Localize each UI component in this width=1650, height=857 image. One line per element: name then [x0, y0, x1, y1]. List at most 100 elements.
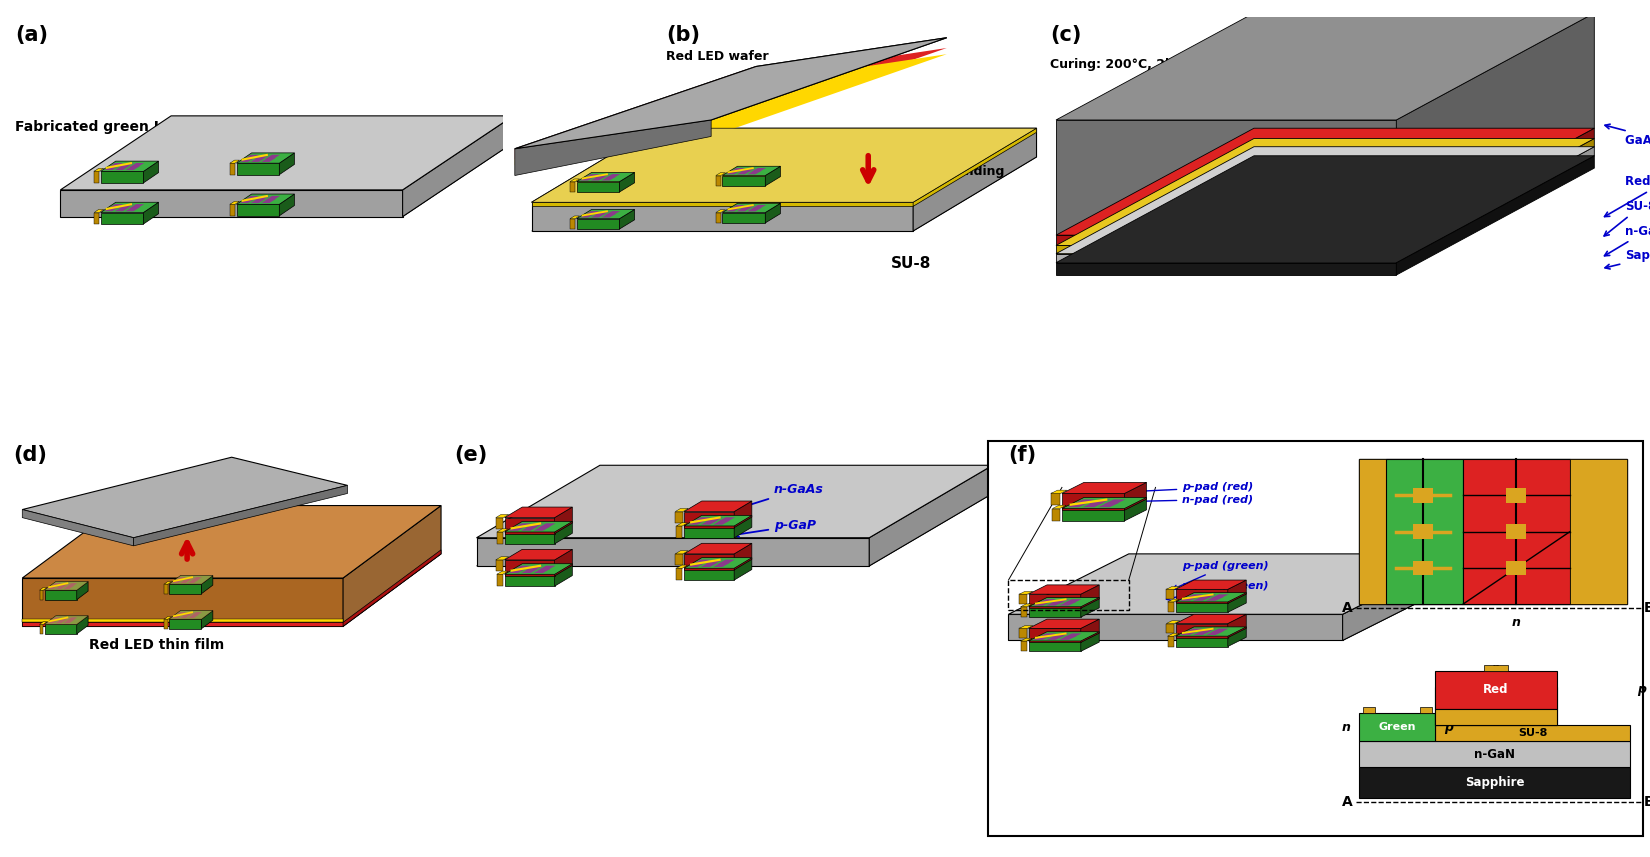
Polygon shape	[1056, 245, 1396, 254]
Polygon shape	[1053, 506, 1066, 508]
Polygon shape	[63, 585, 74, 589]
Polygon shape	[736, 207, 751, 212]
Polygon shape	[1033, 636, 1051, 640]
Polygon shape	[170, 610, 213, 619]
Polygon shape	[165, 584, 168, 594]
Polygon shape	[1175, 593, 1246, 602]
Polygon shape	[165, 582, 172, 584]
Polygon shape	[1180, 597, 1198, 601]
Polygon shape	[1412, 488, 1432, 503]
Polygon shape	[1175, 624, 1228, 638]
Polygon shape	[734, 558, 752, 580]
Polygon shape	[701, 520, 718, 524]
Text: (c): (c)	[1049, 26, 1081, 45]
Polygon shape	[1396, 139, 1594, 254]
Text: (a): (a)	[15, 26, 48, 45]
Polygon shape	[515, 48, 947, 159]
Polygon shape	[747, 171, 762, 175]
Polygon shape	[576, 172, 635, 182]
Polygon shape	[172, 614, 183, 618]
Polygon shape	[1360, 459, 1627, 604]
Polygon shape	[747, 207, 762, 212]
Text: Red LED epi: Red LED epi	[1604, 175, 1650, 217]
Polygon shape	[497, 574, 503, 586]
Polygon shape	[1051, 494, 1061, 506]
Polygon shape	[988, 441, 1643, 836]
Polygon shape	[23, 619, 343, 622]
Polygon shape	[1020, 628, 1028, 638]
Polygon shape	[1198, 594, 1216, 598]
Polygon shape	[515, 77, 756, 165]
Polygon shape	[526, 524, 543, 528]
Polygon shape	[676, 526, 683, 538]
Polygon shape	[244, 196, 259, 201]
Polygon shape	[515, 67, 756, 159]
Polygon shape	[718, 560, 734, 564]
Polygon shape	[576, 219, 619, 229]
Polygon shape	[538, 524, 556, 528]
Polygon shape	[45, 616, 87, 625]
Polygon shape	[676, 523, 688, 526]
Polygon shape	[1028, 594, 1081, 608]
Text: A: A	[1341, 602, 1353, 615]
Polygon shape	[497, 532, 503, 544]
Polygon shape	[569, 219, 574, 229]
Polygon shape	[912, 129, 1036, 231]
Polygon shape	[591, 177, 606, 181]
Text: n: n	[1341, 721, 1350, 734]
Polygon shape	[554, 564, 573, 586]
Polygon shape	[40, 622, 46, 625]
Polygon shape	[526, 566, 543, 570]
Polygon shape	[1343, 554, 1464, 640]
Polygon shape	[675, 508, 688, 512]
Polygon shape	[94, 209, 104, 213]
Polygon shape	[1396, 147, 1594, 263]
Polygon shape	[685, 501, 752, 512]
Polygon shape	[569, 182, 574, 192]
Polygon shape	[505, 521, 573, 532]
Polygon shape	[101, 161, 158, 171]
Polygon shape	[1033, 602, 1051, 606]
Polygon shape	[61, 190, 403, 217]
Text: n-pad (red): n-pad (red)	[1134, 494, 1254, 505]
Polygon shape	[1211, 628, 1229, 632]
Polygon shape	[685, 526, 734, 538]
Polygon shape	[23, 506, 441, 578]
Polygon shape	[477, 465, 993, 538]
Polygon shape	[1064, 599, 1082, 603]
Polygon shape	[685, 515, 752, 526]
Text: p-GaP: p-GaP	[1478, 712, 1513, 722]
Text: p: p	[1637, 683, 1645, 696]
Polygon shape	[1506, 524, 1526, 539]
Polygon shape	[1097, 502, 1120, 507]
Polygon shape	[497, 571, 508, 574]
Polygon shape	[554, 521, 573, 544]
Polygon shape	[1068, 502, 1089, 507]
Polygon shape	[236, 204, 279, 216]
Polygon shape	[1168, 636, 1173, 646]
Polygon shape	[1028, 584, 1099, 594]
Polygon shape	[1020, 626, 1033, 628]
Polygon shape	[741, 205, 756, 209]
Text: SU-8: SU-8	[1604, 200, 1650, 236]
Polygon shape	[50, 617, 61, 621]
Polygon shape	[45, 616, 87, 625]
Polygon shape	[1064, 633, 1082, 638]
Polygon shape	[343, 550, 441, 626]
Polygon shape	[23, 578, 343, 626]
Polygon shape	[1021, 604, 1033, 607]
Polygon shape	[58, 617, 69, 621]
Polygon shape	[191, 612, 201, 615]
Polygon shape	[1063, 497, 1147, 508]
Polygon shape	[1168, 633, 1180, 636]
Polygon shape	[495, 560, 503, 571]
Polygon shape	[251, 158, 266, 162]
Polygon shape	[1056, 263, 1396, 275]
Polygon shape	[1396, 129, 1594, 245]
Polygon shape	[239, 199, 254, 203]
Polygon shape	[180, 579, 191, 583]
Polygon shape	[261, 158, 276, 162]
Polygon shape	[261, 199, 276, 203]
Polygon shape	[172, 579, 183, 583]
Polygon shape	[685, 543, 752, 554]
